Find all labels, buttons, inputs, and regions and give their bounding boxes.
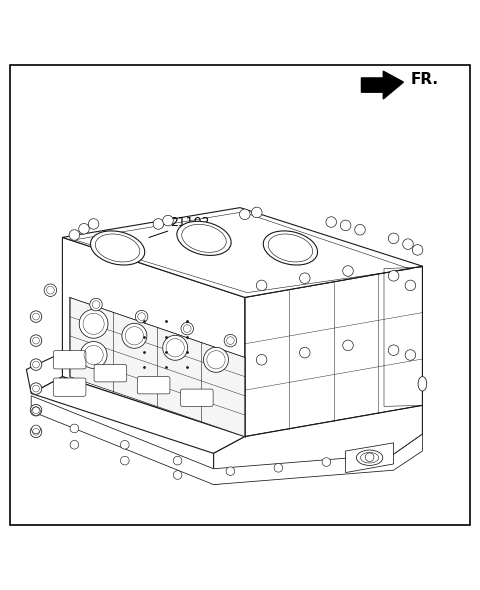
Ellipse shape xyxy=(418,376,427,391)
Circle shape xyxy=(300,348,310,358)
Circle shape xyxy=(163,335,188,360)
Polygon shape xyxy=(245,266,422,437)
Circle shape xyxy=(256,280,267,291)
Circle shape xyxy=(163,215,173,226)
Circle shape xyxy=(403,239,413,250)
Circle shape xyxy=(343,266,353,276)
Circle shape xyxy=(69,230,80,240)
FancyBboxPatch shape xyxy=(53,378,86,396)
Circle shape xyxy=(32,407,40,415)
Polygon shape xyxy=(346,443,394,473)
Circle shape xyxy=(30,335,42,346)
Circle shape xyxy=(388,271,399,281)
Circle shape xyxy=(90,299,102,311)
Circle shape xyxy=(88,219,99,230)
Circle shape xyxy=(80,342,107,368)
Ellipse shape xyxy=(263,231,318,265)
Circle shape xyxy=(120,456,129,465)
Circle shape xyxy=(30,383,42,394)
Circle shape xyxy=(204,348,228,372)
Polygon shape xyxy=(361,71,403,99)
Circle shape xyxy=(274,464,283,472)
FancyBboxPatch shape xyxy=(53,350,86,369)
Circle shape xyxy=(340,220,351,231)
Circle shape xyxy=(405,280,416,291)
Text: FR.: FR. xyxy=(410,71,438,87)
Circle shape xyxy=(79,309,108,338)
Circle shape xyxy=(252,207,262,218)
Polygon shape xyxy=(214,405,422,484)
FancyBboxPatch shape xyxy=(180,389,213,407)
Circle shape xyxy=(300,273,310,283)
Circle shape xyxy=(70,441,79,449)
Ellipse shape xyxy=(356,450,383,466)
Circle shape xyxy=(405,350,416,360)
Polygon shape xyxy=(70,297,245,437)
Circle shape xyxy=(135,310,148,323)
Circle shape xyxy=(30,311,42,322)
Circle shape xyxy=(30,426,42,438)
Circle shape xyxy=(365,453,374,461)
Ellipse shape xyxy=(90,231,145,265)
Circle shape xyxy=(256,355,267,365)
Circle shape xyxy=(322,458,331,466)
Circle shape xyxy=(226,467,235,476)
Circle shape xyxy=(70,424,79,432)
FancyBboxPatch shape xyxy=(137,376,170,394)
Circle shape xyxy=(30,359,42,371)
FancyBboxPatch shape xyxy=(94,365,127,382)
Circle shape xyxy=(412,245,423,255)
Circle shape xyxy=(30,404,42,416)
Polygon shape xyxy=(62,237,245,437)
Polygon shape xyxy=(31,396,422,484)
Circle shape xyxy=(153,219,164,230)
Ellipse shape xyxy=(177,221,231,255)
Circle shape xyxy=(32,425,40,434)
Polygon shape xyxy=(31,376,245,453)
Text: 21102: 21102 xyxy=(170,216,210,229)
Polygon shape xyxy=(62,208,422,297)
Circle shape xyxy=(181,322,193,335)
Circle shape xyxy=(173,471,182,479)
Circle shape xyxy=(79,224,89,234)
Polygon shape xyxy=(26,353,62,394)
Circle shape xyxy=(388,345,399,356)
Circle shape xyxy=(44,284,57,296)
Circle shape xyxy=(355,224,365,235)
Circle shape xyxy=(120,441,129,449)
Circle shape xyxy=(173,456,182,465)
Circle shape xyxy=(122,323,147,348)
Circle shape xyxy=(240,209,250,219)
Circle shape xyxy=(343,340,353,350)
Circle shape xyxy=(326,217,336,227)
Circle shape xyxy=(388,233,399,244)
Circle shape xyxy=(224,335,237,347)
